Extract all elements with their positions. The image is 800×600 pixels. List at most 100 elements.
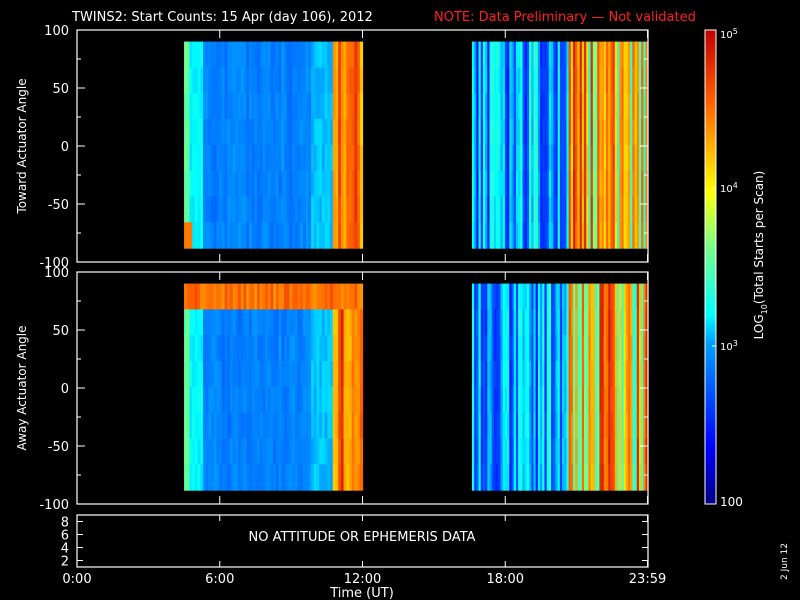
heatmap-cell: [641, 412, 644, 440]
heatmap-cell: [205, 438, 209, 465]
heatmap-cell: [205, 464, 209, 491]
heatmap-cell: [634, 170, 638, 198]
heatmap-cell: [213, 438, 218, 465]
heatmap-cell: [535, 309, 539, 336]
heatmap-cell: [581, 170, 585, 198]
heatmap-cell: [265, 361, 269, 388]
heatmap-cell: [614, 464, 618, 491]
heatmap-cell: [348, 283, 353, 311]
heatmap-cell: [641, 144, 644, 172]
heatmap-cell: [579, 283, 583, 311]
heatmap-cell: [311, 41, 315, 69]
heatmap-cell: [638, 464, 642, 491]
heatmap-cell: [235, 283, 239, 311]
heatmap-cell: [297, 93, 301, 120]
heatmap-cell: [262, 412, 266, 440]
heatmap-cell: [346, 464, 350, 491]
heatmap-cell: [553, 386, 557, 414]
heatmap-cell: [548, 196, 552, 223]
heatmap-cell: [194, 93, 199, 120]
heatmap-cell: [557, 386, 561, 414]
heatmap-cell: [346, 144, 350, 172]
heatmap-cell: [219, 283, 223, 311]
heatmap-cell: [641, 335, 644, 362]
heatmap-cell: [275, 335, 280, 362]
heatmap-cell: [540, 119, 543, 146]
figure-title: TWINS2: Start Counts: 15 Apr (day 106), …: [71, 10, 373, 25]
heatmap-cell: [343, 464, 347, 491]
heatmap-cell: [595, 93, 598, 120]
heatmap-cell: [645, 283, 649, 311]
heatmap-cell: [632, 170, 636, 198]
heatmap-cell: [197, 309, 201, 336]
heatmap-cell: [515, 41, 519, 69]
heatmap-cell: [599, 438, 603, 465]
heatmap-cell: [262, 119, 266, 146]
heatmap-cell: [297, 283, 301, 311]
heatmap-cell: [606, 170, 609, 198]
heatmap-cell: [548, 170, 552, 198]
heatmap-cell: [630, 41, 633, 69]
heatmap-cell: [520, 144, 524, 172]
heatmap-cell: [343, 412, 347, 440]
heatmap-cell: [262, 144, 266, 172]
heatmap-cell: [568, 309, 572, 336]
heatmap-cell: [194, 309, 199, 336]
heatmap-cell: [610, 144, 614, 172]
heatmap-cell: [588, 309, 592, 336]
heatmap-cell: [224, 119, 228, 146]
heatmap-cell: [227, 412, 231, 440]
heatmap-cell: [526, 67, 530, 94]
heatmap-cell: [474, 412, 477, 440]
heatmap-cell: [338, 196, 342, 223]
heatmap-cell: [573, 438, 576, 465]
heatmap-cell: [480, 309, 484, 336]
heatmap-cell: [281, 438, 285, 465]
heatmap-cell: [577, 41, 581, 69]
heatmap-cell: [192, 361, 196, 388]
heatmap-cell: [300, 222, 304, 249]
heatmap-cell: [612, 222, 616, 249]
heatmap-cell: [300, 67, 304, 94]
heatmap-cell: [586, 309, 590, 336]
heatmap-cell: [471, 386, 475, 414]
heatmap-cell: [324, 412, 328, 440]
heatmap-cell: [537, 361, 541, 388]
heatmap-cell: [535, 144, 539, 172]
heatmap-cell: [577, 283, 581, 311]
heatmap-cell: [308, 335, 312, 362]
heatmap-cell: [551, 67, 554, 94]
heatmap-cell: [636, 438, 640, 465]
heatmap-cell: [259, 144, 264, 172]
heatmap-cell: [489, 464, 493, 491]
heatmap-cell: [319, 93, 323, 120]
heatmap-cell: [240, 196, 245, 223]
heatmap-cell: [284, 222, 288, 249]
heatmap-cell: [608, 438, 611, 465]
heatmap-cell: [346, 361, 350, 388]
heatmap-cell: [273, 196, 277, 223]
heatmap-cell: [254, 119, 258, 146]
heatmap-cell: [621, 144, 625, 172]
heatmap-cell: [224, 67, 228, 94]
heatmap-cell: [570, 93, 574, 120]
heatmap-cell: [581, 283, 585, 311]
heatmap-cell: [184, 119, 188, 146]
heatmap-cell: [643, 361, 647, 388]
heatmap-cell: [535, 438, 539, 465]
heatmap-cell: [480, 222, 484, 249]
heatmap-cell: [281, 67, 285, 94]
heatmap-cell: [289, 412, 293, 440]
heatmap-cell: [284, 335, 288, 362]
heatmap-cell: [351, 464, 355, 491]
heatmap-cell: [531, 119, 535, 146]
heatmap-cell: [540, 283, 543, 311]
heatmap-cell: [238, 41, 242, 69]
heatmap-cell: [248, 412, 253, 440]
heatmap-cell: [597, 386, 601, 414]
heatmap-cell: [498, 283, 502, 311]
heatmap-cell: [300, 196, 304, 223]
heatmap-cell: [476, 222, 480, 249]
heatmap-cell: [478, 464, 482, 491]
heatmap-cell: [219, 93, 223, 120]
